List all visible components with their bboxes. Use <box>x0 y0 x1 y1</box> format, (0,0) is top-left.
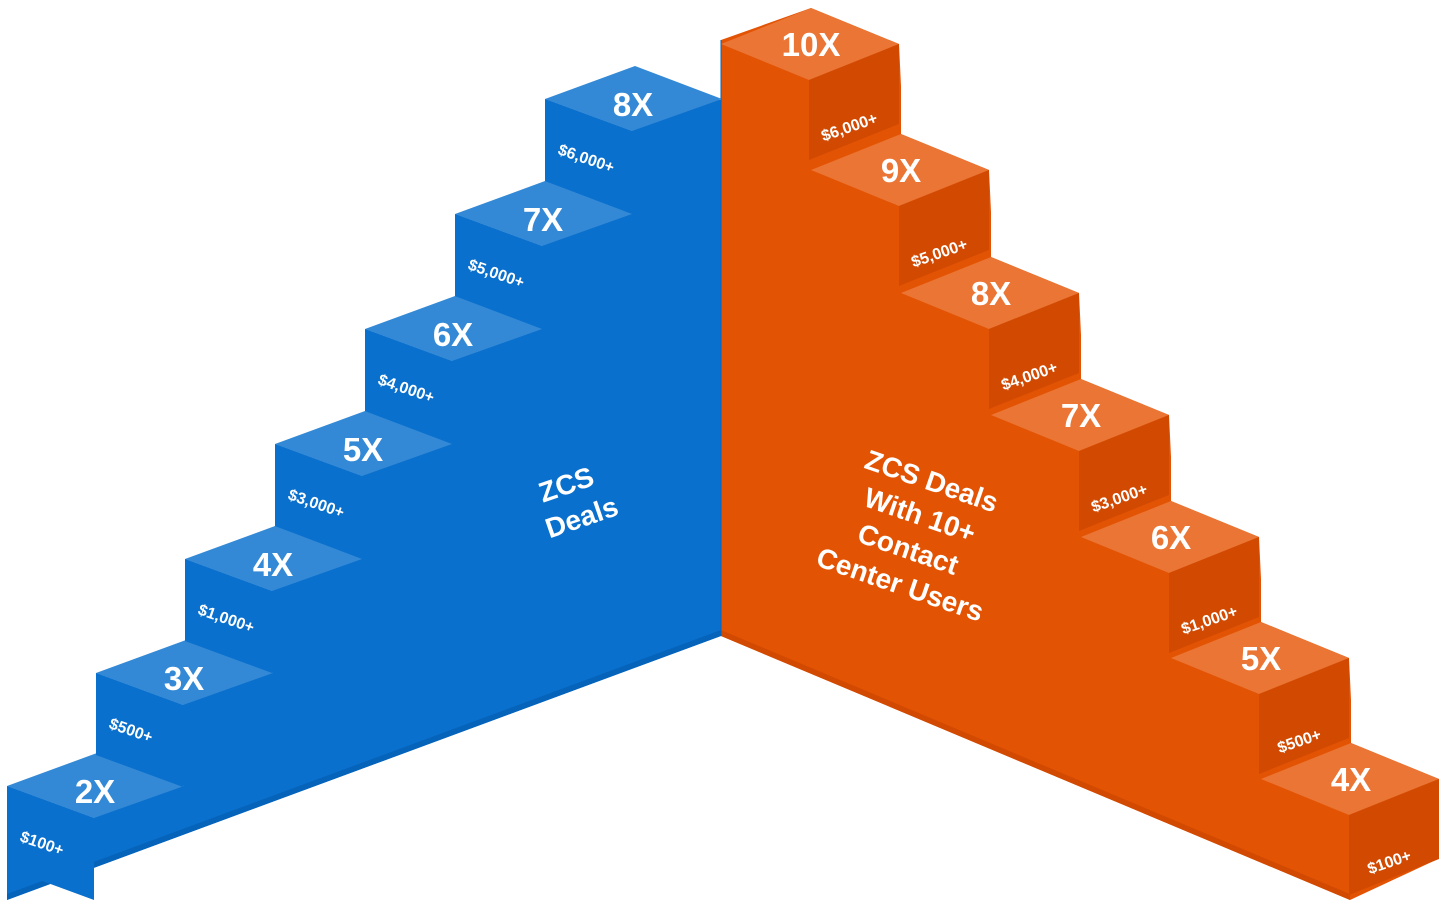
left-step-multiplier-7: 8X <box>613 86 653 123</box>
right-step-face-6 <box>1259 658 1349 774</box>
left-step-front-1 <box>7 786 94 900</box>
right-step-top-3 <box>901 257 1079 329</box>
left-step-top-7 <box>545 66 722 131</box>
right-step-face-7 <box>1349 779 1439 895</box>
left-block-base-edge <box>7 630 721 900</box>
staircase-shapes <box>7 8 1439 900</box>
right-step-top-7 <box>1261 743 1439 815</box>
left-step-multiplier-4: 5X <box>343 431 383 468</box>
right-step-multiplier-2: 9X <box>881 152 921 189</box>
right-step-top-6 <box>1171 622 1349 694</box>
left-step-multiplier-2: 3X <box>164 660 204 697</box>
left-step-top-6 <box>455 181 632 246</box>
right-step-face-2 <box>899 170 989 286</box>
right-block-base-edge <box>721 630 1350 900</box>
left-step-front-5 <box>365 329 452 443</box>
left-step-multiplier-5: 6X <box>433 316 473 353</box>
left-step-front-2 <box>96 673 183 787</box>
left-step-top-4 <box>275 411 452 476</box>
left-step-multiplier-6: 7X <box>523 201 563 238</box>
left-step-front-6 <box>455 214 542 328</box>
right-step-top-5 <box>1081 501 1259 573</box>
right-step-top-1 <box>721 8 899 80</box>
left-step-front-3 <box>185 559 272 673</box>
right-step-face-5 <box>1169 537 1259 653</box>
right-step-multiplier-7: 4X <box>1331 761 1371 798</box>
right-step-top-2 <box>811 134 989 206</box>
left-step-front-4 <box>275 444 362 558</box>
right-step-multiplier-5: 6X <box>1151 519 1191 556</box>
right-step-multiplier-6: 5X <box>1241 640 1281 677</box>
left-step-top-3 <box>185 526 362 591</box>
right-step-multiplier-3: 8X <box>971 275 1011 312</box>
right-step-face-4 <box>1079 415 1169 531</box>
right-step-face-3 <box>989 293 1079 409</box>
right-step-top-4 <box>991 379 1169 451</box>
right-step-multiplier-1: 10X <box>782 26 841 63</box>
left-step-top-5 <box>365 296 542 361</box>
left-step-multiplier-1: 2X <box>75 773 115 810</box>
right-step-multiplier-4: 7X <box>1061 397 1101 434</box>
left-step-front-7 <box>545 99 632 213</box>
right-step-face-1 <box>809 44 899 160</box>
left-step-multiplier-3: 4X <box>253 546 293 583</box>
